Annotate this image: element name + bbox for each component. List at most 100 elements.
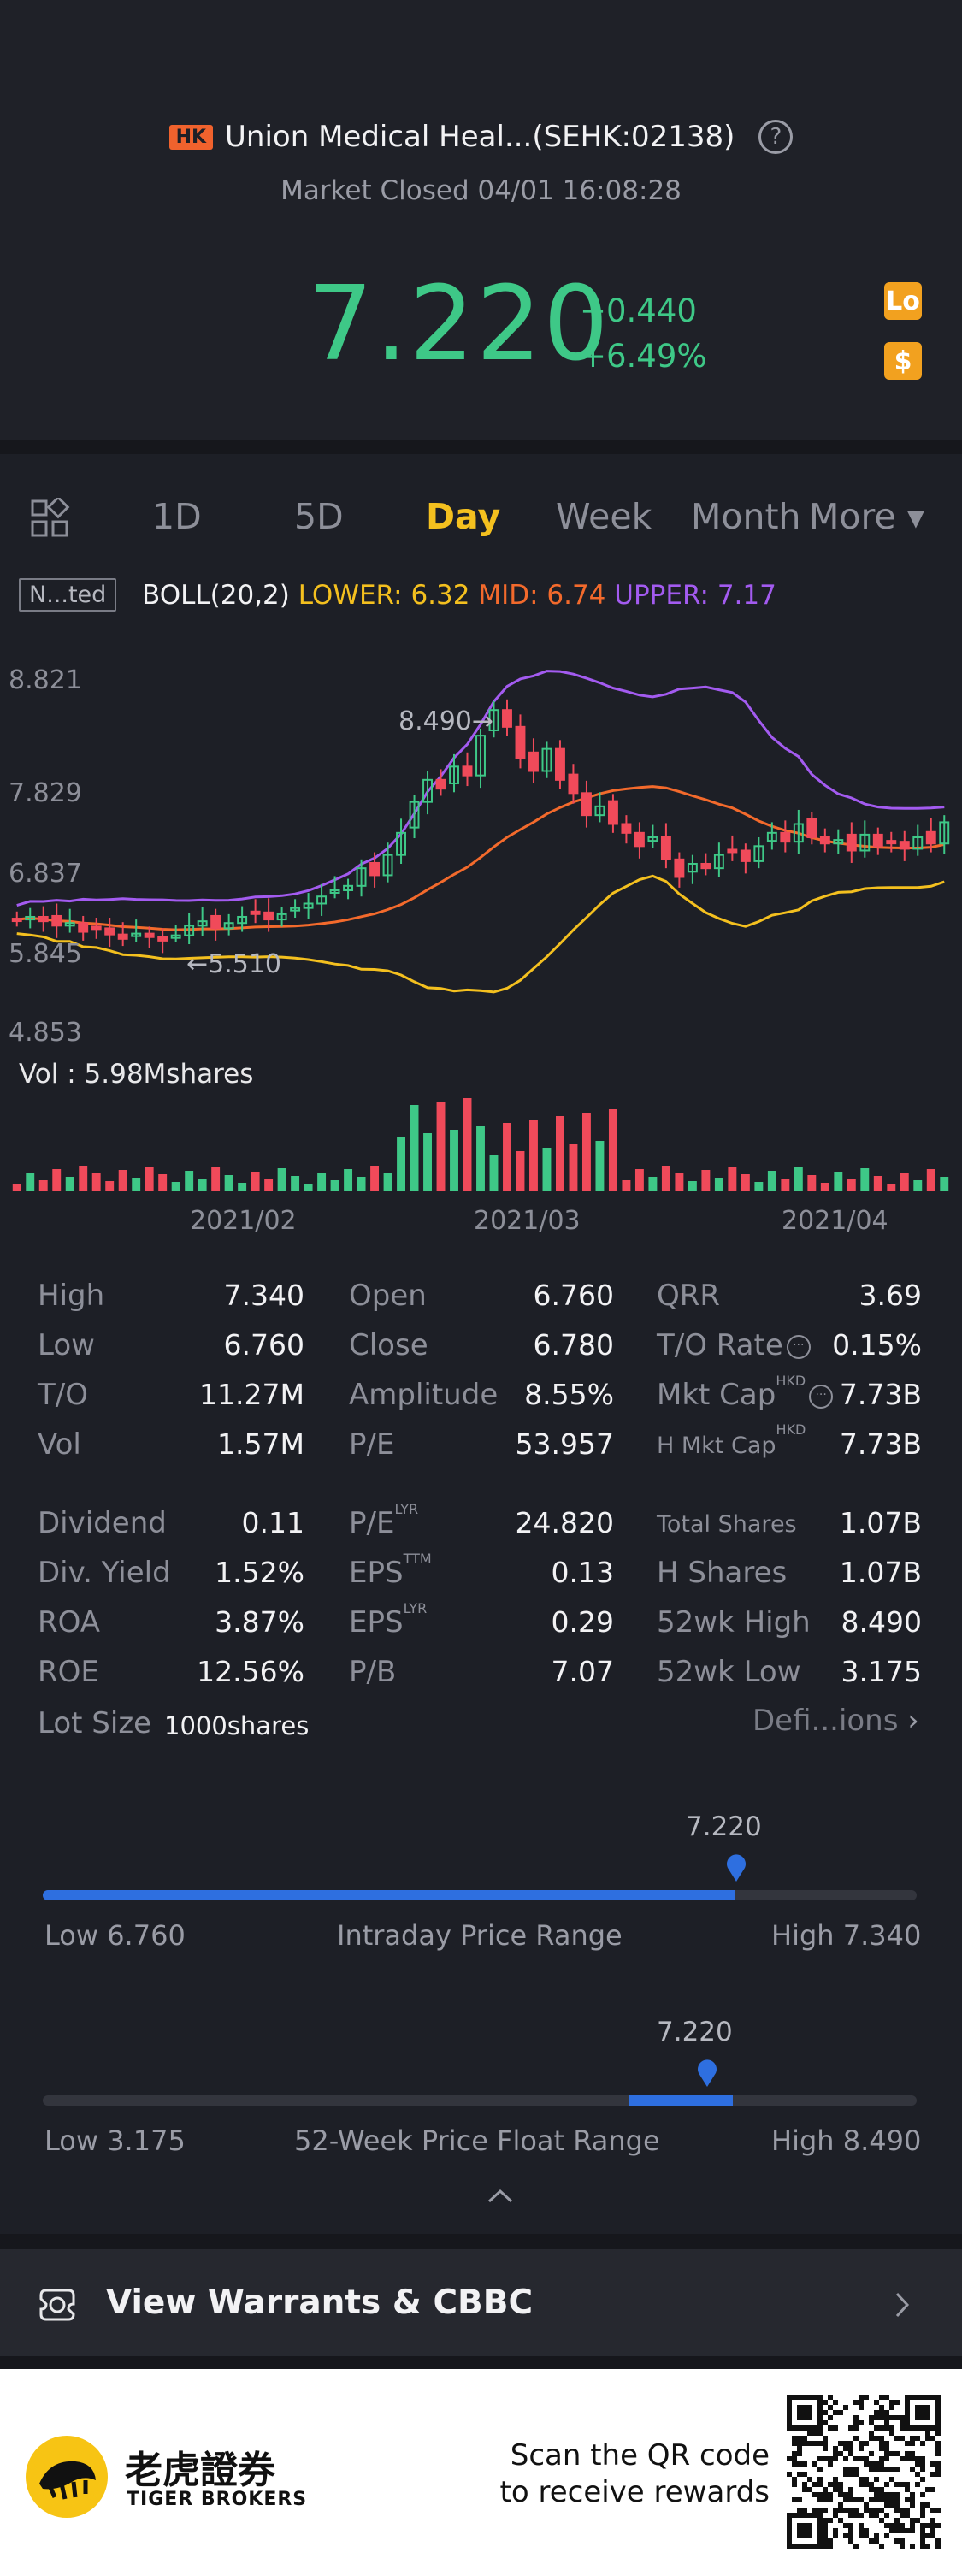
qr-code-icon[interactable] [787,2395,941,2549]
candle-body [91,925,102,931]
volume-bar [714,1178,723,1191]
candle-body [674,858,685,878]
stat-superscript: LYR [403,1600,428,1616]
candle-body [753,845,764,862]
quote-header [0,0,962,440]
indicator-lower: LOWER: 6.32 [298,580,470,611]
dollar-tag-icon[interactable]: $ [884,342,922,380]
volume-bar [741,1174,750,1191]
stat-value: 3.175 [841,1655,922,1688]
volume-bar [675,1173,684,1191]
volume-bar [900,1173,909,1191]
tab-month[interactable]: Month [691,496,801,537]
volume-bar [860,1168,870,1191]
candle-body [515,725,526,759]
indicator-selector[interactable]: N...ted [19,578,117,612]
lo-tag-icon[interactable]: Lo [884,282,922,320]
stat-value: 0.11 [241,1506,304,1539]
definitions-link[interactable]: Defi...ions › [752,1704,919,1738]
stat-label: 52wk Low [657,1655,801,1689]
volume-bar [291,1176,300,1191]
candle-body [11,918,22,923]
stat-label: Dividend [38,1506,167,1540]
indicator-upper: UPPER: 7.17 [614,580,776,611]
candle-body [449,765,459,784]
week52-current-label: 7.220 [657,2017,733,2047]
layout-grid-icon[interactable] [29,498,70,539]
y-tick: 4.853 [9,1018,82,1048]
stat-label: P/E [349,1427,395,1462]
stat-label: Amplitude [349,1378,499,1412]
volume-bar [52,1169,62,1191]
candle-body [117,933,128,940]
candle-body [634,831,645,848]
volume-bar [728,1167,737,1191]
candle-body [766,831,777,842]
candle-body [356,867,367,887]
stat-value: 53.957 [515,1427,614,1461]
info-dots-icon[interactable]: ··· [786,1334,811,1359]
warrants-label: View Warrants & CBBC [106,2284,534,2322]
info-dots-icon[interactable]: ··· [809,1384,834,1409]
volume-bar [688,1181,697,1191]
candle-body [157,936,168,942]
candle-body [210,914,221,930]
candle-body [435,778,446,790]
volume-bar [940,1177,949,1191]
candle-body [488,709,499,731]
stat-value: 12.56% [197,1655,304,1688]
intraday-low: Low 6.760 [44,1919,186,1952]
stat-superscript: TTM [403,1551,432,1567]
candle-body [886,840,897,845]
scan-line-1: Scan the QR code [510,2438,770,2473]
candle-body [647,836,658,842]
volume-bar [26,1173,35,1191]
volume-bar [608,1109,617,1191]
candle-body [144,932,155,938]
stat-label: H Mkt CapHKD [657,1421,806,1459]
scan-line-2: to receive rewards [499,2474,770,2509]
candle-body [51,914,62,927]
warrants-row[interactable] [0,2249,962,2356]
volume-bar [397,1137,405,1191]
indicator-values: BOLL(20,2) LOWER: 6.32 MID: 6.74 UPPER: … [142,580,776,611]
stat-value: 0.13 [551,1556,614,1589]
volume-bar [529,1120,538,1191]
candle-body [700,862,711,870]
price-chart[interactable] [0,650,962,1214]
brand-cn: 老虎證券 [125,2449,275,2492]
tab-1d[interactable]: 1D [152,496,202,537]
stat-label: Close [349,1328,428,1362]
stat-value: 7.340 [223,1279,304,1312]
week52-track [43,2095,917,2106]
week52-fill [628,2095,734,2106]
stat-label: Total Shares [657,1511,797,1538]
volume-bar [463,1098,472,1191]
volume-bar [476,1126,485,1191]
tab-day[interactable]: Day [426,496,501,537]
stat-value: 24.820 [515,1506,614,1539]
help-icon[interactable]: ? [758,120,794,154]
tab-week[interactable]: Week [556,496,652,537]
candle-body [104,927,115,936]
intraday-high: High 7.340 [771,1919,922,1952]
candle-body [250,910,261,915]
stat-label: P/ELYR [349,1501,419,1540]
volume-bar [198,1179,207,1191]
candle-body [819,836,830,845]
warrants-icon [39,2289,75,2321]
stat-value: 1.07B [839,1506,922,1539]
intraday-marker-icon [727,1854,746,1882]
stat-label: Div. Yield [38,1556,171,1590]
tiger-logo-icon [26,2436,108,2518]
stats-grid: High 7.340 Low 6.760 T/O 11.27M Vol 1.57M Divide… [0,1279,962,1740]
candle-body [223,922,234,930]
stat-value: 7.73B [839,1378,922,1411]
volume-bar [410,1105,419,1191]
candle-body [343,884,354,891]
candle-body [555,747,565,781]
tab-5d[interactable]: 5D [294,496,344,537]
candle-body [316,895,328,905]
chevron-up-icon[interactable] [486,2186,515,2205]
tab-more[interactable]: More ▾ [809,496,925,537]
